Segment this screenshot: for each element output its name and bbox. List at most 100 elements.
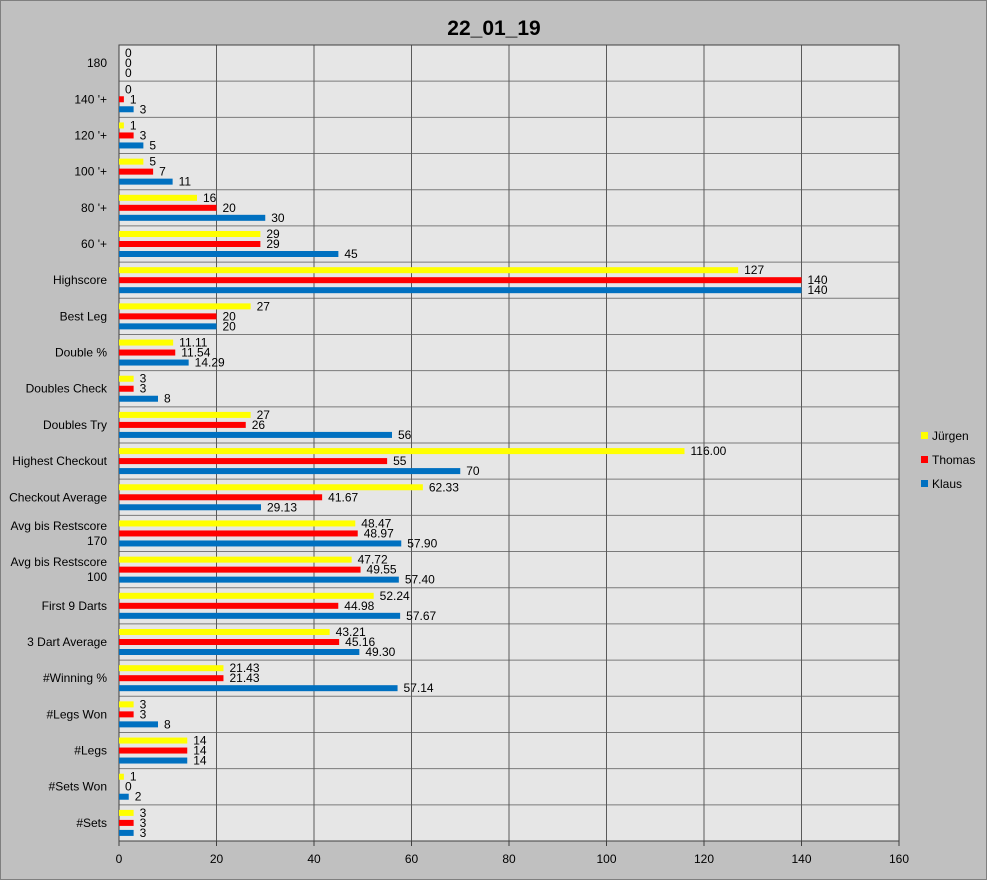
bar-thomas: [119, 711, 134, 718]
bar-jürgen: [119, 592, 374, 599]
data-label-jürgen: 5: [149, 155, 156, 169]
bar-klaus: [119, 649, 360, 655]
bar-thomas: [119, 602, 339, 609]
data-label-thomas: 26: [252, 418, 266, 432]
data-label-thomas: 49.55: [367, 563, 397, 577]
data-label-thomas: 55: [393, 454, 407, 468]
category-label: 170: [87, 534, 107, 548]
data-label-klaus: 30: [271, 211, 285, 225]
bar-jürgen: [119, 411, 251, 418]
bar-thomas: [119, 168, 154, 175]
data-label-klaus: 57.14: [404, 681, 434, 695]
bar-jürgen: [119, 158, 144, 165]
data-label-thomas: 48.97: [364, 526, 394, 540]
category-label: Highscore: [53, 273, 107, 287]
bar-klaus: [119, 106, 134, 113]
bar-klaus: [119, 431, 392, 438]
bar-thomas: [119, 566, 361, 573]
data-label-jürgen: 11.11: [179, 336, 208, 350]
bar-thomas: [119, 819, 134, 826]
category-label: Avg bis Restscore: [11, 555, 108, 569]
data-label-jürgen: 116.00: [691, 444, 727, 458]
x-tick-label: 120: [694, 852, 714, 866]
data-label-klaus: 3: [140, 102, 147, 116]
data-label-jürgen: 43.21: [336, 625, 366, 639]
bar-thomas: [119, 96, 124, 103]
bar-thomas: [119, 458, 388, 465]
data-label-klaus: 11: [179, 175, 192, 189]
category-label: Doubles Check: [26, 382, 108, 396]
x-tick-label: 20: [210, 852, 224, 866]
bar-jürgen: [119, 773, 124, 780]
data-label-jürgen: 1: [130, 118, 137, 132]
bar-thomas: [119, 530, 358, 537]
bar-klaus: [119, 251, 339, 257]
bar-jürgen: [119, 303, 251, 310]
data-label-thomas: 29: [266, 237, 280, 251]
x-tick-label: 160: [889, 852, 909, 866]
bar-klaus: [119, 829, 134, 836]
data-label-jürgen: 29: [266, 227, 280, 241]
data-label-klaus: 140: [808, 283, 828, 297]
bar-klaus: [119, 214, 266, 221]
category-label: 3 Dart Average: [27, 635, 107, 649]
data-label-thomas: 3: [140, 707, 147, 721]
data-label-klaus: 20: [223, 319, 237, 333]
data-label-jürgen: 21.43: [229, 661, 259, 675]
data-label-klaus: 14: [193, 754, 207, 768]
category-label: Double %: [55, 346, 107, 360]
bar-klaus: [119, 504, 262, 511]
data-label-thomas: 7: [159, 165, 166, 179]
bar-jürgen: [119, 701, 134, 708]
data-label-klaus: 56: [398, 428, 412, 442]
bar-thomas: [119, 349, 176, 356]
category-label: 100 '+: [74, 165, 107, 179]
bar-jürgen: [119, 375, 134, 382]
category-label: 120 '+: [74, 128, 107, 142]
data-label-thomas: 140: [808, 273, 828, 287]
bar-klaus: [119, 359, 189, 366]
data-label-jürgen: 3: [140, 697, 147, 711]
data-label-thomas: 20: [223, 201, 237, 215]
data-label-thomas: 0: [125, 56, 132, 70]
bar-klaus: [119, 721, 158, 728]
bar-jürgen: [119, 484, 423, 491]
data-label-thomas: 44.98: [344, 599, 374, 613]
bar-klaus: [119, 142, 144, 149]
data-label-klaus: 5: [149, 138, 156, 152]
x-tick-label: 0: [116, 852, 123, 866]
bar-klaus: [119, 793, 129, 800]
data-label-klaus: 49.30: [365, 645, 395, 659]
data-label-jürgen: 52.24: [380, 589, 410, 603]
bar-thomas: [119, 639, 340, 645]
data-label-klaus: 57.90: [407, 536, 437, 550]
bar-jürgen: [119, 629, 330, 635]
bar-jürgen: [119, 231, 261, 237]
bar-jürgen: [119, 339, 174, 346]
category-label: #Legs: [74, 744, 107, 758]
category-label: 180: [87, 56, 107, 70]
data-label-thomas: 1: [130, 92, 137, 106]
x-tick-label: 40: [307, 852, 321, 866]
category-label: Best Leg: [60, 309, 107, 323]
data-label-klaus: 57.40: [405, 573, 435, 587]
chart-title: 22_01_19: [447, 17, 540, 40]
category-label: #Sets Won: [49, 780, 107, 794]
x-tick-label: 60: [405, 852, 419, 866]
data-label-thomas: 3: [140, 816, 147, 830]
x-tick-label: 80: [502, 852, 516, 866]
bar-thomas: [119, 277, 802, 284]
data-label-klaus: 8: [164, 392, 171, 406]
data-label-jürgen: 16: [203, 191, 217, 205]
data-label-jürgen: 62.33: [429, 480, 459, 494]
legend-swatch-jürgen: [921, 432, 928, 439]
data-label-klaus: 3: [140, 826, 147, 840]
bar-jürgen: [119, 556, 352, 563]
legend-swatch-thomas: [921, 456, 928, 463]
data-label-jürgen: 47.72: [358, 553, 388, 567]
bar-thomas: [119, 132, 134, 139]
data-label-thomas: 3: [140, 128, 147, 142]
legend-swatch-klaus: [921, 480, 928, 487]
category-label: #Winning %: [43, 671, 107, 685]
